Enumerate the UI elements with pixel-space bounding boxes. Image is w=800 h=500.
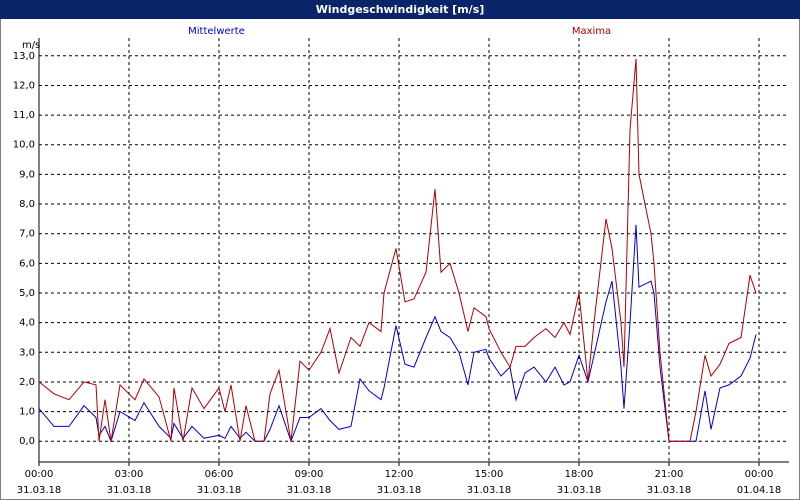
x-tick-date: 31.03.18 — [647, 485, 692, 496]
y-tick-label: 2,0 — [19, 377, 35, 388]
x-tick-date: 31.03.18 — [107, 485, 152, 496]
y-axis-unit: m/s — [22, 40, 40, 51]
x-tick-date: 31.03.18 — [557, 485, 602, 496]
x-tick-label: 21:00 — [655, 469, 684, 480]
series-line — [38, 58, 757, 442]
x-tick-label: 00:00 — [745, 469, 774, 480]
y-tick-label: 3,0 — [19, 347, 35, 358]
series-line — [38, 224, 757, 443]
y-tick-label: 6,0 — [19, 258, 35, 269]
x-tick-label: 18:00 — [565, 469, 594, 480]
y-tick-label: 1,0 — [19, 407, 35, 418]
x-tick-date: 31.03.18 — [467, 485, 512, 496]
y-tick-label: 12,0 — [13, 80, 35, 91]
y-tick-label: 0,0 — [19, 436, 35, 447]
legend-entry: Mittelwerte — [188, 26, 245, 37]
x-tick-date: 31.03.18 — [197, 485, 242, 496]
y-tick-label: 4,0 — [19, 318, 35, 329]
y-tick-label: 11,0 — [13, 110, 35, 121]
x-tick-label: 00:00 — [25, 469, 54, 480]
x-tick-label: 09:00 — [295, 469, 324, 480]
x-tick-label: 15:00 — [475, 469, 504, 480]
y-tick-label: 7,0 — [19, 229, 35, 240]
title-bar — [0, 0, 800, 19]
x-tick-label: 06:00 — [205, 469, 234, 480]
x-tick-date: 01.04.18 — [737, 485, 782, 496]
x-tick-date: 31.03.18 — [287, 485, 332, 496]
x-tick-date: 31.03.18 — [377, 485, 422, 496]
y-tick-label: 10,0 — [13, 140, 35, 151]
y-tick-label: 13,0 — [13, 51, 35, 62]
chart-title: Windgeschwindigkeit [m/s] — [316, 3, 485, 16]
y-tick-label: 5,0 — [19, 288, 35, 299]
y-tick-label: 9,0 — [19, 169, 35, 180]
x-tick-label: 12:00 — [385, 469, 414, 480]
legend-entry: Maxima — [572, 26, 611, 37]
x-tick-date: 31.03.18 — [17, 485, 62, 496]
y-tick-label: 8,0 — [19, 199, 35, 210]
x-tick-label: 03:00 — [115, 469, 144, 480]
